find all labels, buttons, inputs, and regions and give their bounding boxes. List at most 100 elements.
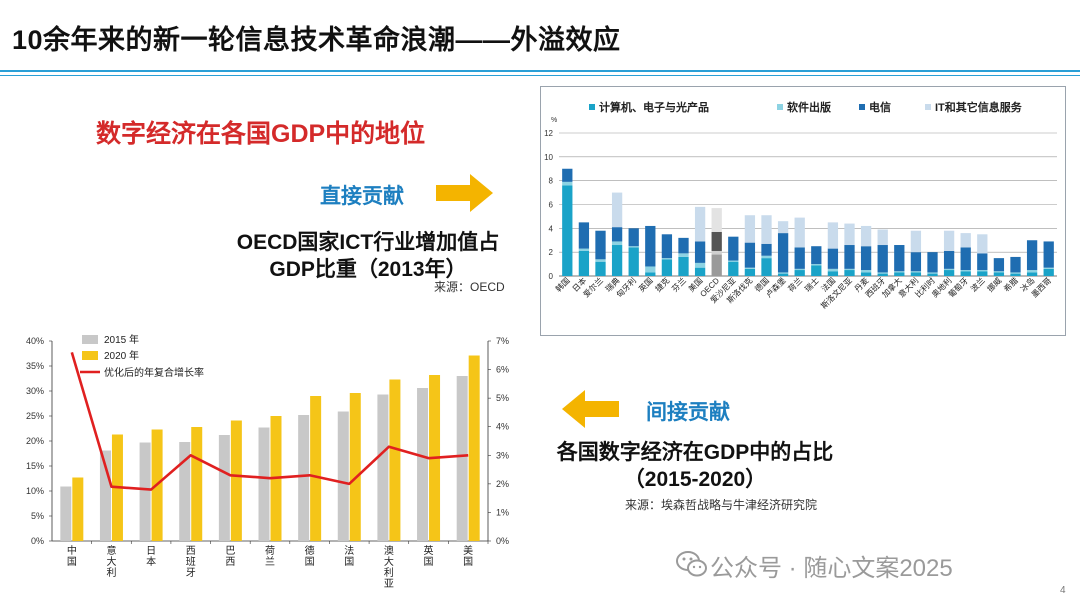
x-tick-label: 瑞士 xyxy=(802,275,820,293)
bar-segment xyxy=(860,272,872,276)
bar-segment xyxy=(694,267,706,276)
bar-segment xyxy=(977,270,988,272)
bar-segment xyxy=(977,253,988,271)
bar-segment xyxy=(694,241,706,263)
bar-segment xyxy=(827,271,839,276)
bar-segment xyxy=(860,246,872,271)
bar-segment xyxy=(611,241,623,246)
chart2-caption-line1: 各国数字经济在GDP中的占比 xyxy=(556,441,834,464)
bar-segment xyxy=(1010,273,1021,276)
y-tick-label: 40% xyxy=(26,336,44,346)
legend-label: 优化后的年复合增长率 xyxy=(104,366,204,379)
bar-2015 xyxy=(99,450,111,541)
bar-segment xyxy=(877,272,888,274)
indirect-contribution-label: 间接贡献 xyxy=(646,401,730,424)
bar-segment xyxy=(960,271,971,276)
y2-tick-label: 0% xyxy=(496,536,509,546)
title-divider-thin xyxy=(0,75,1080,76)
x-tick-label: 荷兰 xyxy=(786,275,804,293)
bar-segment xyxy=(844,268,855,271)
legend-label: 电信 xyxy=(869,100,891,114)
bar-segment xyxy=(661,259,673,276)
bar-segment xyxy=(578,222,590,249)
bar-segment xyxy=(678,253,689,257)
bar-segment xyxy=(894,271,905,273)
bar-2020 xyxy=(389,379,401,541)
digital-economy-chart: 0% 5% 10% 15% 20% 25% 30% 35% 40% 0% 1% 2% 3% 4% 5% 6% 7… xyxy=(26,333,509,590)
bar-segment xyxy=(777,233,789,273)
bar-segment xyxy=(894,272,905,276)
bar-2015 xyxy=(139,442,151,541)
bar-segment xyxy=(794,268,805,271)
bar-segment xyxy=(960,247,971,271)
bar-segment xyxy=(728,236,739,261)
y-tick-label: 8 xyxy=(549,177,554,186)
bar-segment xyxy=(993,258,1005,272)
wechat-icon xyxy=(676,551,707,577)
bar-2015 xyxy=(456,376,468,541)
bar-2015 xyxy=(258,427,270,541)
x-tick-label: 法国 xyxy=(344,544,354,568)
y-tick-label: 4 xyxy=(549,224,554,233)
bar-segment xyxy=(645,266,656,273)
bar-segment xyxy=(628,228,639,247)
bar-2020 xyxy=(349,393,361,541)
bar-segment xyxy=(927,273,938,276)
y-tick-label: 12 xyxy=(544,129,553,138)
y-tick-label: 2 xyxy=(549,248,554,257)
x-tick-label: 英国 xyxy=(424,544,434,568)
bar-2015 xyxy=(417,388,429,541)
legend-swatch-2015 xyxy=(82,335,98,344)
bar-segment xyxy=(877,245,888,273)
bar-segment xyxy=(910,230,922,253)
bar-2015 xyxy=(298,415,310,541)
bar-segment xyxy=(827,222,839,249)
direct-contribution-label: 直接贡献 xyxy=(320,185,404,208)
watermark-text: 公众号 · 随心文案2025 xyxy=(710,555,953,582)
legend-swatch xyxy=(589,104,595,110)
y-tick-label: 0% xyxy=(31,536,44,546)
bar-segment xyxy=(611,245,623,276)
y-tick-label: 15% xyxy=(26,461,44,471)
legend-label: 2015 年 xyxy=(104,333,139,346)
bar-segment xyxy=(578,250,590,276)
y2-tick-label: 6% xyxy=(496,365,509,375)
bar-segment xyxy=(993,272,1005,276)
bar-segment xyxy=(827,248,839,269)
bar-segment xyxy=(777,272,789,274)
bar-segment xyxy=(811,264,822,266)
bar-segment xyxy=(794,217,805,248)
bar-segment xyxy=(960,270,971,272)
bar-segment xyxy=(562,185,573,276)
bar-segment xyxy=(777,273,789,276)
y-tick-label: 5% xyxy=(31,511,44,521)
legend-swatch xyxy=(925,104,931,110)
chart1-source: 来源：OECD xyxy=(434,280,505,294)
bar-segment xyxy=(678,256,689,276)
bar-segment xyxy=(794,270,805,276)
y-tick-label: 35% xyxy=(26,361,44,371)
x-tick-label: 巴西 xyxy=(225,545,235,568)
x-tick-label: 西班牙 xyxy=(186,546,196,579)
chart2-source: 来源：埃森哲战略与牛津经济研究院 xyxy=(625,498,818,512)
bar-segment xyxy=(595,261,606,276)
bar-segment xyxy=(761,258,772,276)
bar-segment xyxy=(645,225,656,267)
legend-label: 计算机、电子与光产品 xyxy=(599,100,709,114)
bar-segment xyxy=(1043,241,1054,268)
bar-segment xyxy=(927,272,938,274)
bar-segment xyxy=(1043,267,1054,269)
x-tick-label: 波兰 xyxy=(968,275,986,293)
x-tick-label: 澳大利亚 xyxy=(384,544,394,590)
bar-segment xyxy=(728,260,739,262)
bar-segment xyxy=(595,259,606,262)
legend-label: IT和其它信息服务 xyxy=(935,100,1023,114)
y2-tick-label: 5% xyxy=(496,393,509,403)
digital-economy-chart-frame: 0% 5% 10% 15% 20% 25% 30% 35% 40% 0% 1% 2% 3% 4% 5% 6% 7… xyxy=(0,325,525,608)
bar-segment xyxy=(943,230,955,251)
bar-segment xyxy=(694,262,706,268)
bar-segment xyxy=(877,229,888,246)
bar-segment xyxy=(711,254,722,276)
x-tick-label: 意大利 xyxy=(106,544,116,579)
